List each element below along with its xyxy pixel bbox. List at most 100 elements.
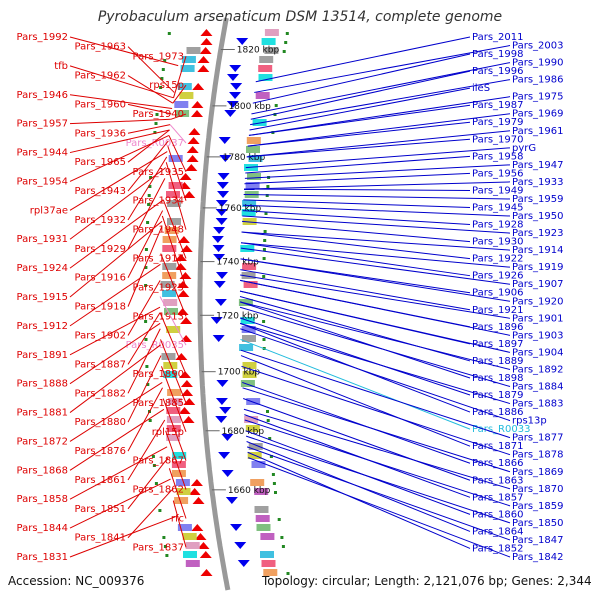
gene-connector bbox=[161, 215, 187, 288]
feature-block bbox=[166, 434, 181, 441]
gene-label: Pars_1922 bbox=[472, 254, 523, 265]
gene-connector bbox=[247, 451, 471, 549]
gene-label: Pars_1986 bbox=[512, 75, 563, 86]
kbp-label: 1740 kbp bbox=[216, 258, 259, 268]
track-dot bbox=[265, 194, 269, 197]
kbp-label: 1720 kbp bbox=[216, 311, 259, 321]
track-dot bbox=[286, 572, 290, 575]
feature-block bbox=[177, 524, 192, 531]
forward-gene-arrow bbox=[180, 380, 193, 387]
feature-block bbox=[181, 56, 196, 63]
track-dot bbox=[154, 482, 158, 485]
gene-connector bbox=[250, 70, 471, 120]
gene-label: Pars_1917 bbox=[133, 253, 184, 264]
track-dot bbox=[274, 491, 277, 494]
track-dot bbox=[280, 536, 284, 539]
gene-label: Pars_1866 bbox=[472, 458, 523, 469]
track-dot bbox=[147, 203, 151, 206]
gene-connector bbox=[241, 231, 511, 251]
gene-connector bbox=[246, 130, 511, 158]
map-title: Pyrobaculum arsenaticum DSM 13514, compl… bbox=[97, 9, 503, 25]
gene-connector bbox=[240, 258, 511, 302]
gene-label: Pars_1928 bbox=[472, 220, 523, 231]
gene-connector bbox=[69, 94, 173, 110]
feature-block bbox=[245, 425, 260, 432]
track-dot bbox=[151, 455, 155, 458]
forward-gene-arrow bbox=[188, 128, 201, 135]
track-dot bbox=[271, 473, 275, 476]
forward-gene-arrow bbox=[183, 191, 196, 198]
gene-label: rfc bbox=[171, 513, 184, 524]
track-dot bbox=[144, 320, 148, 323]
gene-connector bbox=[127, 457, 169, 510]
reverse-gene-arrow bbox=[212, 245, 225, 252]
gene-label: rps15p bbox=[149, 80, 184, 91]
track-dot bbox=[272, 482, 276, 485]
gene-label: Pars_1934 bbox=[133, 196, 184, 207]
gene-label: Pars_1907 bbox=[512, 279, 563, 290]
gene-label: Pars_1913 bbox=[133, 311, 184, 322]
reverse-gene-arrow bbox=[216, 380, 229, 387]
gene-connector bbox=[165, 430, 187, 490]
gene-connector bbox=[243, 398, 471, 481]
track-dot bbox=[159, 86, 163, 89]
genome-backbone bbox=[197, 17, 231, 591]
reverse-gene-arrow bbox=[221, 434, 234, 441]
reverse-gene-arrow bbox=[212, 335, 225, 342]
gene-label: Pars_1883 bbox=[512, 399, 563, 410]
track-dot bbox=[144, 338, 148, 341]
track-dot bbox=[144, 266, 148, 269]
gene-label: Pars_1933 bbox=[512, 177, 563, 188]
feature-block bbox=[186, 47, 201, 54]
gene-connector bbox=[69, 36, 179, 67]
gene-connector bbox=[172, 84, 187, 104]
gene-label: Pars_1879 bbox=[472, 390, 523, 401]
feature-block bbox=[247, 173, 261, 180]
forward-gene-arrow bbox=[191, 101, 204, 108]
gene-label: Pars_1886 bbox=[472, 407, 523, 418]
feature-block bbox=[264, 47, 279, 54]
gene-connector bbox=[245, 435, 511, 524]
gene-label: Pars_1837 bbox=[133, 542, 184, 553]
gene-label: Pars_1890 bbox=[133, 369, 184, 380]
forward-gene-arrow bbox=[178, 407, 191, 414]
gene-connector bbox=[244, 181, 511, 190]
track-dot bbox=[263, 239, 267, 242]
feature-block bbox=[175, 110, 190, 117]
feature-block bbox=[185, 542, 200, 549]
feature-block bbox=[239, 344, 254, 351]
feature-block bbox=[242, 335, 256, 342]
track-dot bbox=[158, 509, 162, 512]
gene-label: Pars_1831 bbox=[17, 552, 68, 563]
gene-label: Pars_1950 bbox=[512, 211, 563, 222]
reverse-gene-arrow bbox=[219, 155, 232, 162]
feature-block bbox=[254, 488, 269, 495]
gene-connector bbox=[241, 231, 471, 260]
gene-connector bbox=[69, 151, 168, 211]
gene-label: Pars_1869 bbox=[512, 467, 563, 478]
forward-gene-arrow bbox=[190, 479, 203, 486]
gene-label: rpl37ae bbox=[30, 205, 68, 216]
forward-gene-arrow bbox=[183, 398, 196, 405]
gene-connector bbox=[127, 140, 169, 192]
forward-gene-arrow bbox=[176, 308, 189, 315]
feature-block bbox=[167, 200, 182, 207]
kbp-label: 1820 kbp bbox=[237, 45, 280, 55]
kbp-label: 1700 kbp bbox=[218, 368, 261, 378]
reverse-gene-arrow bbox=[213, 227, 226, 234]
feature-block bbox=[258, 74, 273, 81]
gene-connector bbox=[169, 124, 187, 144]
feature-block bbox=[164, 227, 179, 234]
feature-block bbox=[162, 245, 177, 252]
gene-connector bbox=[160, 253, 187, 317]
gene-connector bbox=[246, 138, 471, 158]
forward-gene-arrow bbox=[185, 164, 198, 171]
gene-connector bbox=[240, 355, 471, 447]
gene-label: Pars_1859 bbox=[512, 501, 563, 512]
reverse-gene-arrow bbox=[218, 137, 231, 144]
gene-connector bbox=[168, 135, 187, 173]
gene-label: Pars_1870 bbox=[512, 484, 563, 495]
track-dot bbox=[154, 122, 158, 125]
forward-gene-arrow bbox=[199, 47, 212, 54]
gene-connector bbox=[239, 317, 471, 396]
